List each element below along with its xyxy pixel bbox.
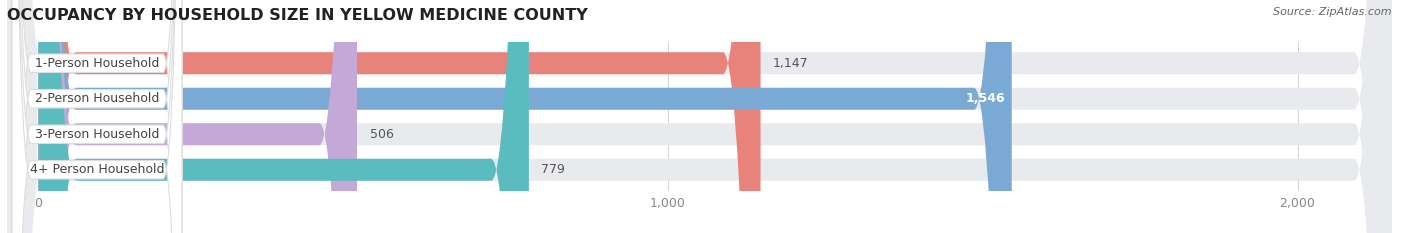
Text: 506: 506 xyxy=(370,128,394,141)
FancyBboxPatch shape xyxy=(13,0,181,233)
Text: OCCUPANCY BY HOUSEHOLD SIZE IN YELLOW MEDICINE COUNTY: OCCUPANCY BY HOUSEHOLD SIZE IN YELLOW ME… xyxy=(7,7,588,23)
Text: 3-Person Household: 3-Person Household xyxy=(35,128,159,141)
FancyBboxPatch shape xyxy=(38,0,1012,233)
FancyBboxPatch shape xyxy=(7,0,1392,233)
FancyBboxPatch shape xyxy=(7,0,1392,233)
Text: Source: ZipAtlas.com: Source: ZipAtlas.com xyxy=(1274,7,1392,17)
FancyBboxPatch shape xyxy=(38,0,529,233)
Text: 1,147: 1,147 xyxy=(773,57,808,70)
FancyBboxPatch shape xyxy=(7,0,1392,233)
FancyBboxPatch shape xyxy=(7,0,1392,233)
Text: 779: 779 xyxy=(541,163,565,176)
FancyBboxPatch shape xyxy=(13,0,181,233)
FancyBboxPatch shape xyxy=(13,0,181,233)
Text: 2-Person Household: 2-Person Household xyxy=(35,92,159,105)
FancyBboxPatch shape xyxy=(38,0,357,233)
FancyBboxPatch shape xyxy=(13,0,181,233)
FancyBboxPatch shape xyxy=(38,0,761,233)
Text: 1-Person Household: 1-Person Household xyxy=(35,57,159,70)
Text: 1,546: 1,546 xyxy=(966,92,1005,105)
Text: 4+ Person Household: 4+ Person Household xyxy=(30,163,165,176)
